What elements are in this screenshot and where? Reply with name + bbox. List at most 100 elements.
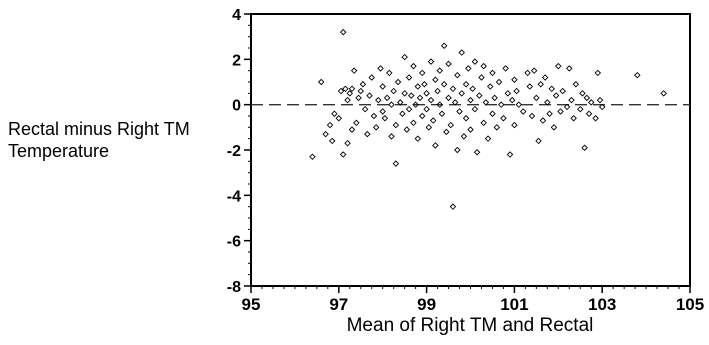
data-point (447, 121, 454, 129)
data-point (587, 99, 595, 106)
data-point (568, 96, 575, 104)
data-point (436, 101, 444, 108)
data-point (471, 58, 479, 65)
x-tick-label: 103 (588, 295, 616, 314)
data-point (407, 92, 415, 99)
data-point (399, 110, 406, 117)
data-point (555, 62, 562, 70)
data-point (416, 94, 424, 102)
data-point (390, 87, 397, 95)
data-point (418, 69, 426, 77)
data-point (425, 124, 433, 131)
x-tick-label: 105 (676, 295, 704, 314)
data-point (524, 69, 531, 77)
data-point (348, 85, 356, 93)
data-point (337, 87, 345, 95)
y-tick-label: 2 (232, 52, 241, 69)
data-point (515, 101, 523, 108)
data-point (418, 112, 426, 120)
data-point (429, 117, 437, 124)
data-point (346, 90, 354, 97)
data-point (552, 92, 560, 99)
data-point (583, 94, 591, 102)
data-point (480, 119, 487, 127)
data-point (403, 126, 411, 133)
data-point (410, 62, 417, 70)
data-point (381, 115, 389, 122)
data-point (570, 115, 577, 122)
data-point (511, 121, 518, 129)
data-point (467, 126, 474, 133)
data-point (372, 124, 380, 131)
y-axis-label-line-2: Temperature (8, 141, 110, 161)
data-point (454, 71, 461, 79)
data-point (339, 28, 347, 36)
data-point (443, 128, 450, 136)
data-point (484, 135, 492, 142)
data-point (344, 139, 351, 147)
data-point (423, 105, 430, 113)
data-point (370, 112, 378, 120)
data-point (359, 81, 367, 88)
data-point (462, 81, 470, 88)
data-point (348, 126, 356, 133)
data-point (386, 69, 393, 77)
data-point (530, 67, 538, 74)
data-point (405, 74, 413, 81)
data-point (383, 94, 391, 102)
data-point (445, 60, 452, 68)
data-point (462, 115, 470, 122)
y-tick-label: -4 (227, 188, 241, 205)
data-point (489, 69, 496, 77)
y-tick-label: -6 (227, 234, 241, 251)
data-point (476, 92, 483, 99)
data-point (432, 76, 439, 83)
plot-frame (250, 13, 691, 287)
data-point (318, 78, 325, 86)
data-point (449, 203, 457, 210)
data-point (355, 94, 362, 102)
data-point (634, 71, 641, 79)
data-point (511, 76, 518, 83)
data-point (414, 135, 422, 142)
data-point (388, 133, 395, 140)
data-point (366, 92, 373, 99)
data-point (405, 105, 413, 113)
data-point (500, 115, 507, 122)
data-point (579, 90, 586, 97)
data-point (401, 53, 408, 61)
data-point (519, 108, 527, 115)
data-point (537, 81, 544, 88)
data-point (445, 94, 452, 102)
data-point (421, 81, 428, 88)
data-point (465, 65, 472, 72)
data-point (596, 96, 604, 104)
data-point (502, 65, 509, 72)
data-point (528, 112, 536, 120)
data-point (438, 110, 446, 117)
data-point (581, 144, 588, 151)
data-point (504, 90, 512, 97)
data-point (451, 99, 459, 106)
data-point (491, 94, 498, 102)
data-point (335, 115, 343, 122)
data-point (436, 67, 444, 74)
data-point (339, 151, 347, 158)
data-point (469, 85, 476, 93)
data-point (548, 85, 555, 93)
data-point (392, 160, 400, 167)
data-point (473, 149, 481, 156)
data-point (427, 58, 435, 65)
y-tick-label: -8 (227, 279, 241, 296)
data-point (379, 108, 386, 115)
data-point (550, 124, 558, 131)
data-point (557, 108, 564, 115)
data-point (493, 124, 501, 131)
data-point (414, 83, 422, 90)
data-point (309, 153, 316, 161)
data-point (513, 87, 520, 95)
data-point (594, 69, 602, 77)
data-point (449, 85, 457, 93)
data-point (410, 119, 417, 127)
